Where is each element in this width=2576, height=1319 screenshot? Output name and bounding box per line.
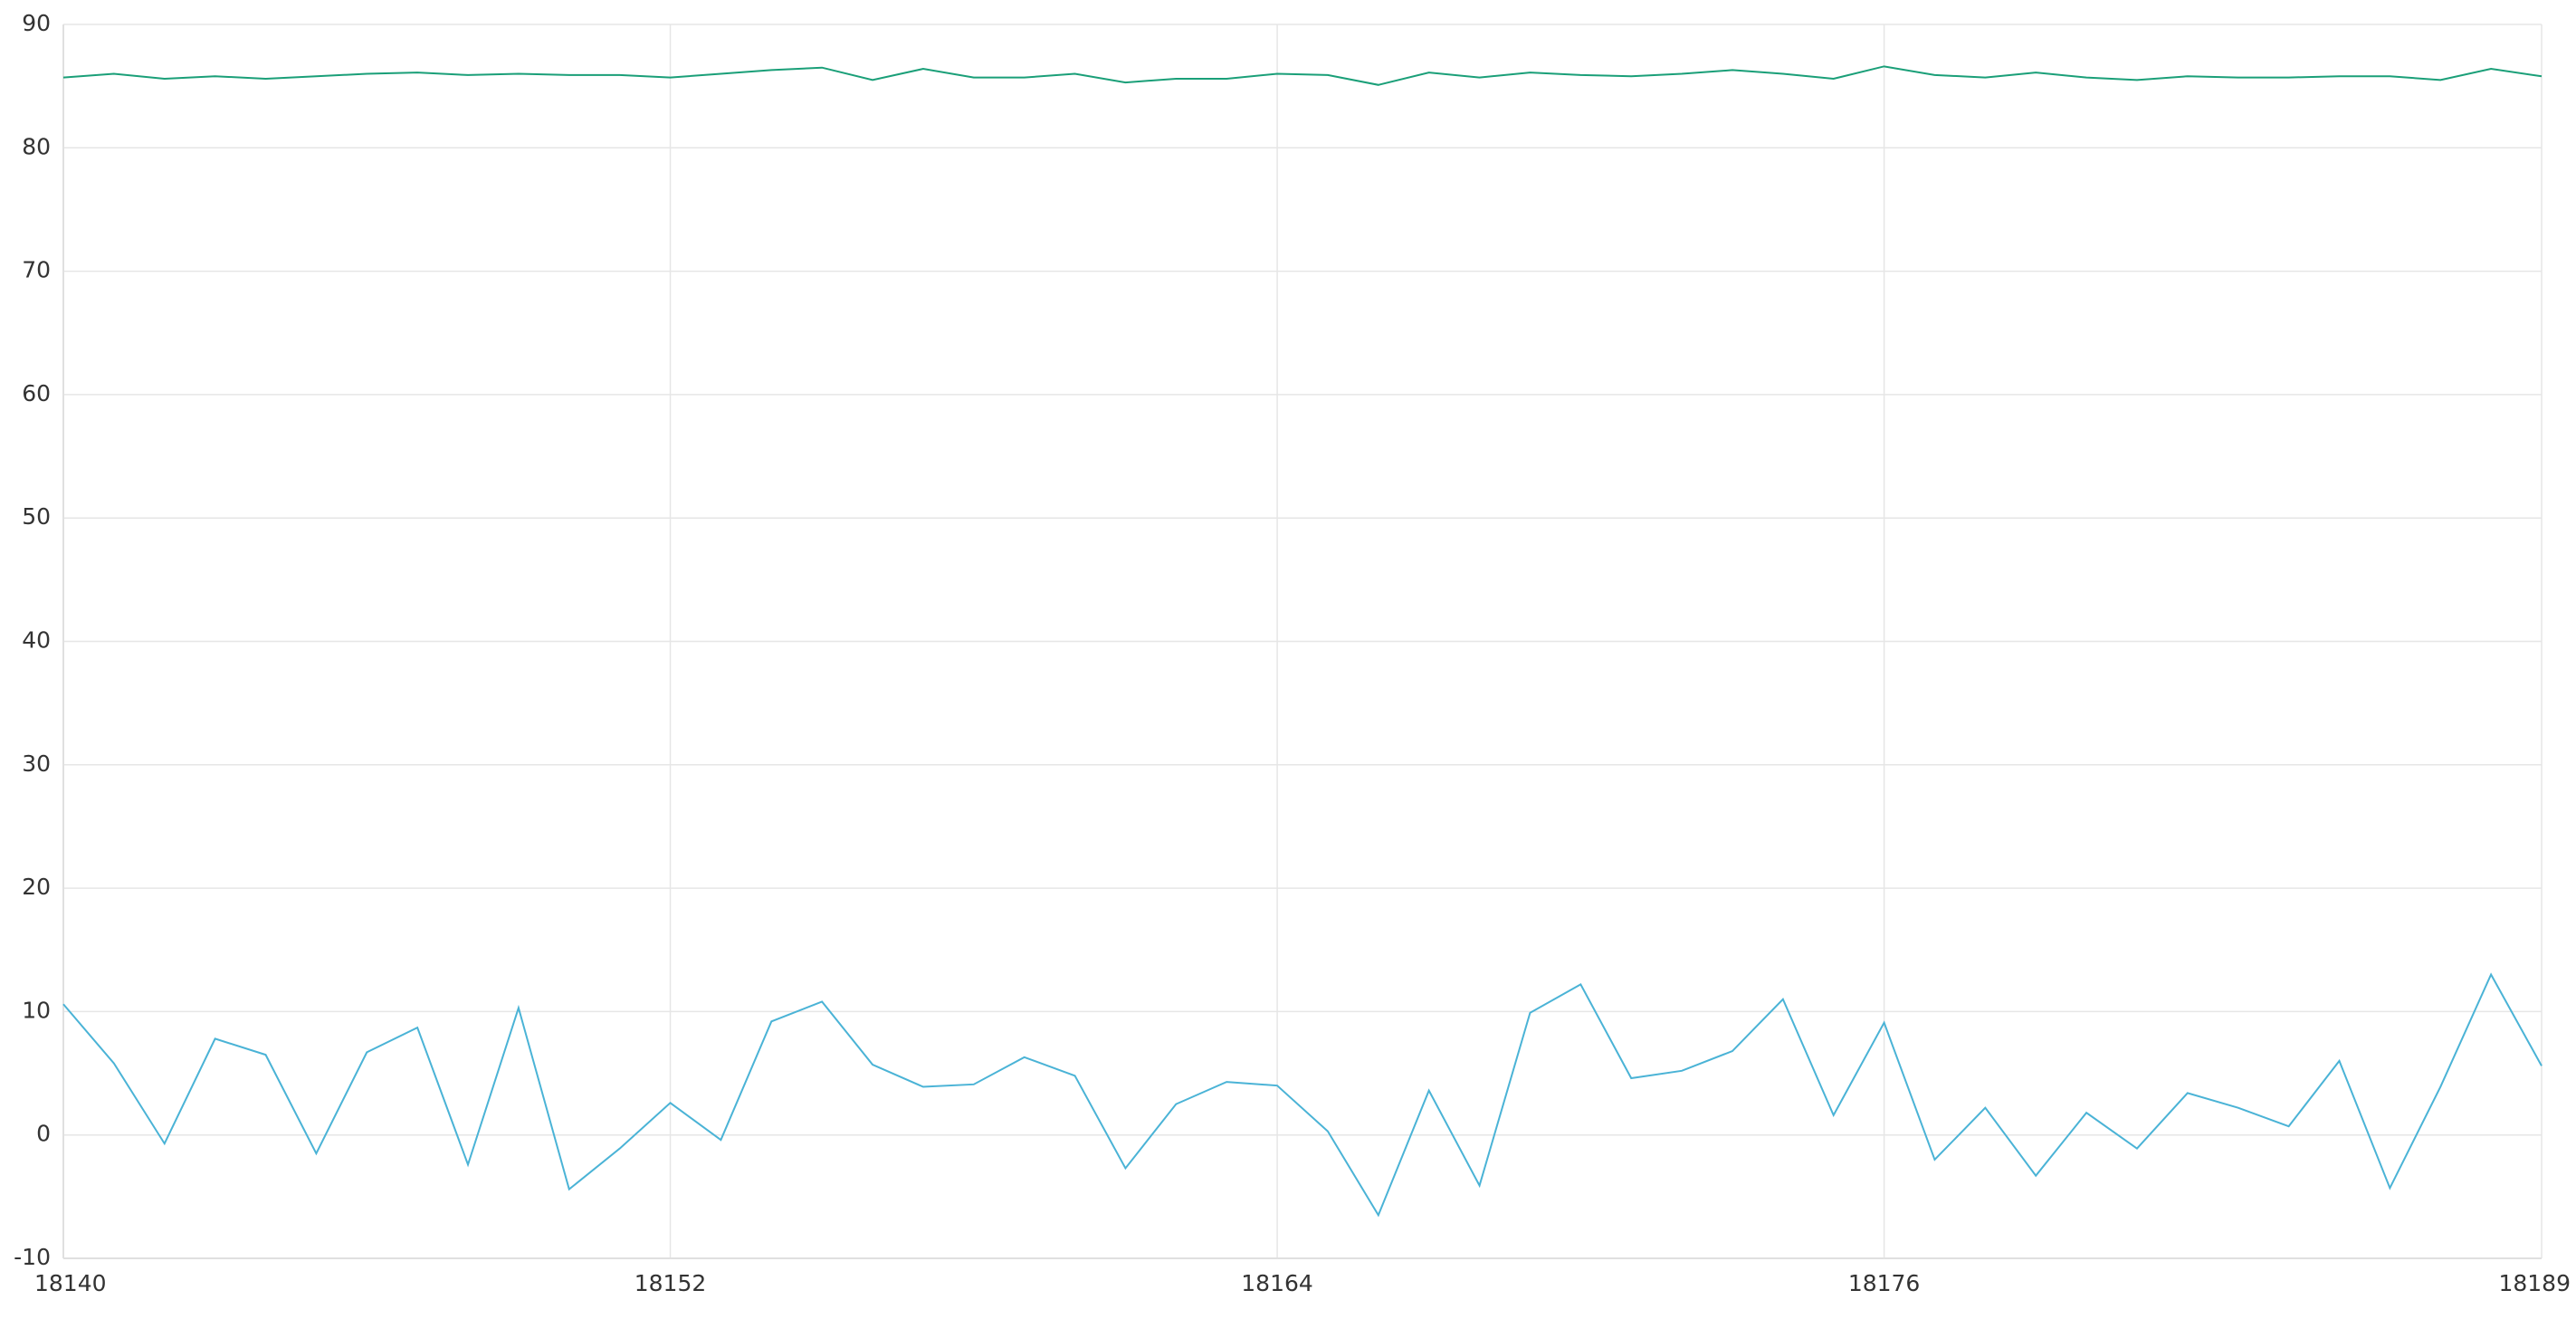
x-tick-label: 18176	[1848, 1270, 1921, 1296]
y-tick-label: 10	[22, 997, 51, 1023]
y-tick-label: 70	[22, 257, 51, 283]
series-line-2	[62, 972, 2543, 1218]
y-tick-label: -10	[14, 1244, 51, 1270]
y-tick-label: 50	[22, 503, 51, 530]
y-tick-label: 30	[22, 750, 51, 777]
plot-area	[62, 65, 2543, 1218]
y-tick-label: 20	[22, 874, 51, 900]
y-tick-label: 80	[22, 133, 51, 159]
x-tick-label: 18189	[2498, 1270, 2571, 1296]
y-tick-label: 90	[22, 10, 51, 36]
y-tick-label: 40	[22, 627, 51, 654]
axes	[62, 24, 2542, 1259]
x-tick-label: 18140	[34, 1270, 107, 1296]
tick-labels: -10 0 10 20 30 40 50 60 70 80 90 18140 18152 18164 181…	[14, 10, 2571, 1296]
x-tick-label: 18152	[634, 1270, 707, 1296]
y-tick-label: 60	[22, 380, 51, 406]
series-line-1	[62, 65, 2543, 86]
x-tick-label: 18164	[1241, 1270, 1313, 1296]
y-tick-label: 0	[36, 1121, 51, 1147]
